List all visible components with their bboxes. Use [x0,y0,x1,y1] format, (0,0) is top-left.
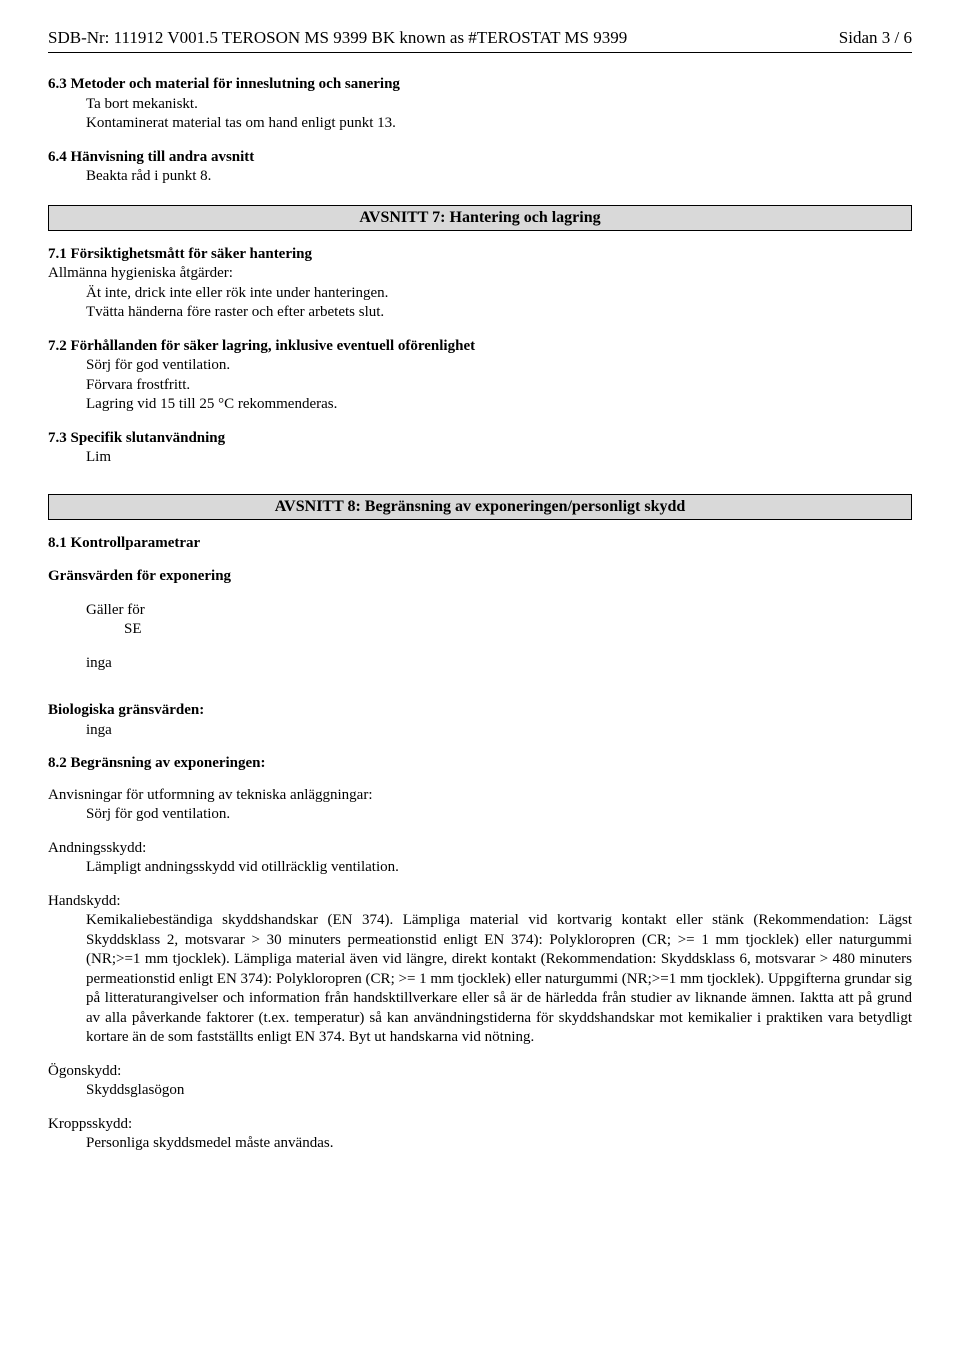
sec72-line1: Sörj för god ventilation. [86,356,912,376]
sec64-line1: Beakta råd i punkt 8. [86,167,912,187]
sec82-hand-title: Handskydd: [48,892,912,912]
section-8-1-bio: Biologiska gränsvärden: inga [48,701,912,740]
sec64-title: 6.4 Hänvisning till andra avsnitt [48,148,912,168]
sec81-inga2: inga [86,721,912,741]
sec73-line1: Lim [86,448,912,468]
sec81-galler: Gäller för [86,601,912,621]
sec73-title: 7.3 Specifik slutanvändning [48,429,912,449]
section-6-3: 6.3 Metoder och material för inneslutnin… [48,75,912,134]
header-right: Sidan 3 / 6 [839,28,912,48]
sec81-title: 8.1 Kontrollparametrar [48,534,912,554]
section-7-1: 7.1 Försiktighetsmått för säker hanterin… [48,245,912,323]
page-container: SDB-Nr: 111912 V001.5 TEROSON MS 9399 BK… [0,0,960,1208]
sec82-andning-line: Lämpligt andningsskydd vid otillräcklig … [86,858,912,878]
sec72-line2: Förvara frostfritt. [86,376,912,396]
sec63-line2: Kontaminerat material tas om hand enligt… [86,114,912,134]
section-8-2: 8.2 Begränsning av exponeringen: Anvisni… [48,754,912,1154]
sec72-line3: Lagring vid 15 till 25 °C rekommenderas. [86,395,912,415]
section-7-2: 7.2 Förhållanden för säker lagring, inkl… [48,337,912,415]
sec71-title: 7.1 Försiktighetsmått för säker hanterin… [48,245,912,265]
section-6-4: 6.4 Hänvisning till andra avsnitt Beakta… [48,148,912,187]
sec82-andning-title: Andningsskydd: [48,839,912,859]
header-left: SDB-Nr: 111912 V001.5 TEROSON MS 9399 BK… [48,28,627,48]
sec81-inga1: inga [86,654,912,674]
sec82-title: 8.2 Begränsning av exponeringen: [48,754,912,774]
sec82-hand-body: Kemikaliebeständiga skyddshandskar (EN 3… [86,911,912,1048]
sec81-sub1: Gränsvärden för exponering [48,567,912,587]
sec81-bio: Biologiska gränsvärden: [48,701,912,721]
sec72-title: 7.2 Förhållanden för säker lagring, inkl… [48,337,912,357]
sec82-anvis-title: Anvisningar för utformning av tekniska a… [48,786,912,806]
sec82-kropp-title: Kroppsskydd: [48,1115,912,1135]
avsnitt7-bar: AVSNITT 7: Hantering och lagring [48,205,912,231]
header-rule [48,52,912,53]
sec71-line3: Tvätta händerna före raster och efter ar… [86,303,912,323]
sec82-ogon-line: Skyddsglasögon [86,1081,912,1101]
sec81-se: SE [124,620,912,640]
sec63-title: 6.3 Metoder och material för inneslutnin… [48,75,912,95]
sec82-anvis-line: Sörj för god ventilation. [86,805,912,825]
section-7-3: 7.3 Specifik slutanvändning Lim [48,429,912,468]
sec71-line1: Allmänna hygieniska åtgärder: [48,264,912,284]
sec63-line1: Ta bort mekaniskt. [86,95,912,115]
sec82-kropp-line: Personliga skyddsmedel måste användas. [86,1134,912,1154]
avsnitt8-bar: AVSNITT 8: Begränsning av exponeringen/p… [48,494,912,520]
section-8-1: 8.1 Kontrollparametrar Gränsvärden för e… [48,534,912,674]
page-header: SDB-Nr: 111912 V001.5 TEROSON MS 9399 BK… [48,28,912,48]
sec71-line2: Ät inte, drick inte eller rök inte under… [86,284,912,304]
sec82-ogon-title: Ögonskydd: [48,1062,912,1082]
